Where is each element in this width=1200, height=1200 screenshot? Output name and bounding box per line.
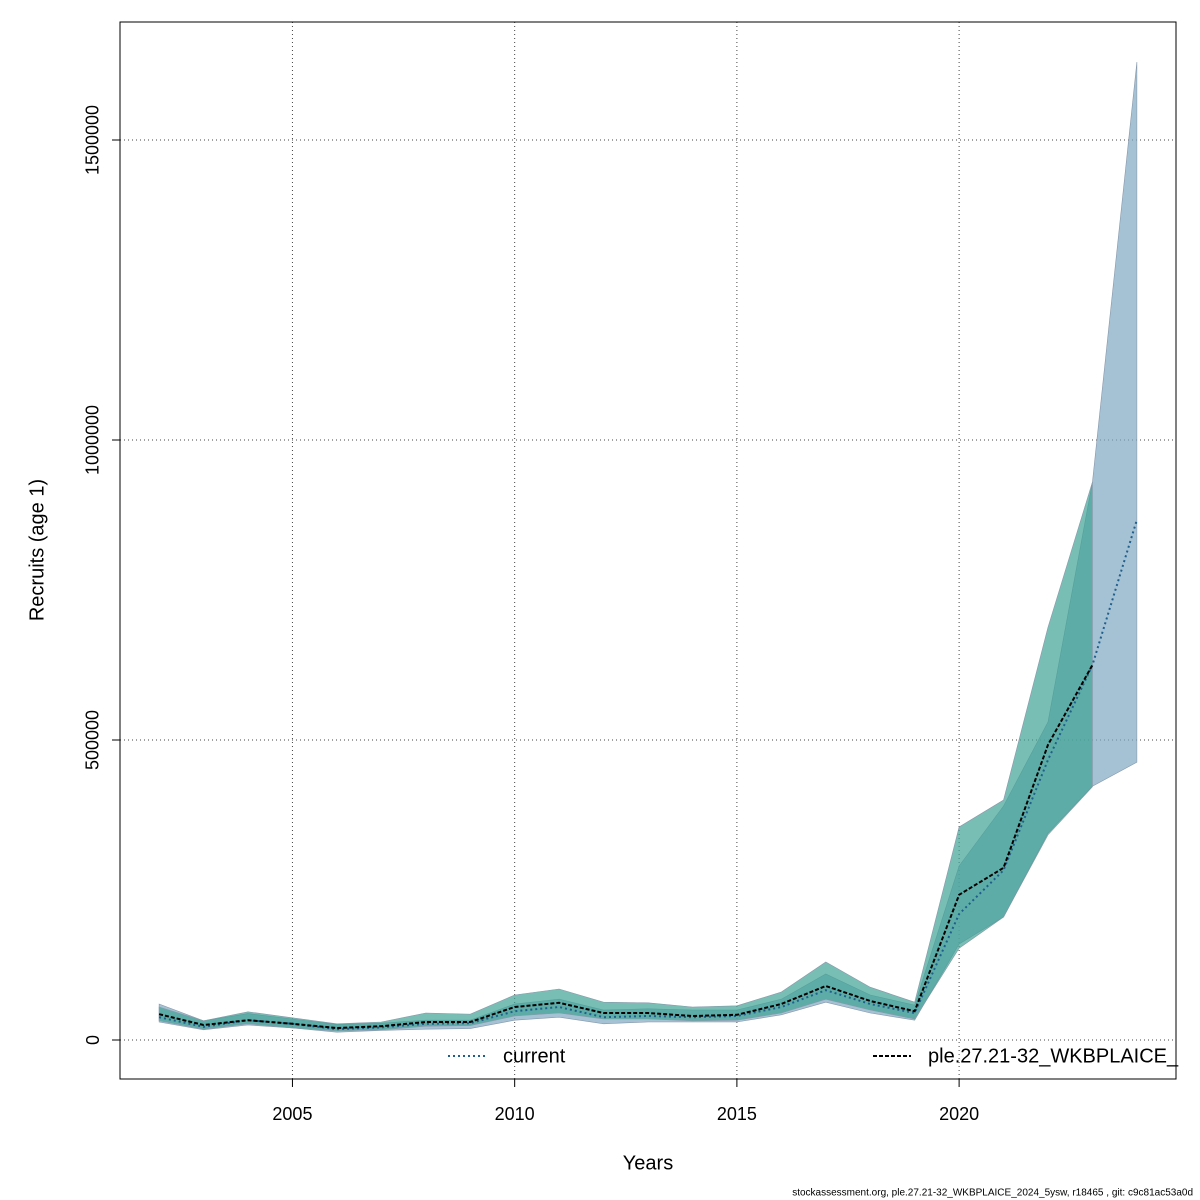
- x-tick-label: 2005: [272, 1104, 312, 1124]
- footnote: stockassessment.org, ple.27.21-32_WKBPLA…: [792, 1188, 1193, 1199]
- x-axis-label: Years: [623, 1152, 673, 1174]
- series-line: [158, 664, 1094, 1030]
- legend-label: ple.27.21-32_WKBPLAICE_: [928, 1045, 1179, 1067]
- confidence-band: [158, 481, 1093, 1032]
- y-tick-label: 500000: [83, 710, 103, 770]
- x-tick-label: 2010: [495, 1104, 535, 1124]
- y-tick-label: 1000000: [83, 405, 103, 475]
- x-tick-label: 2020: [939, 1104, 979, 1124]
- legend-label: current: [503, 1045, 566, 1067]
- y-axis-label: Recruits (age 1): [26, 479, 48, 621]
- y-tick-label: 1500000: [83, 105, 103, 175]
- plot-frame: [119, 21, 1177, 1080]
- series-line: [158, 519, 1138, 1031]
- y-tick-label: 0: [83, 1035, 103, 1045]
- x-tick-label: 2015: [717, 1104, 757, 1124]
